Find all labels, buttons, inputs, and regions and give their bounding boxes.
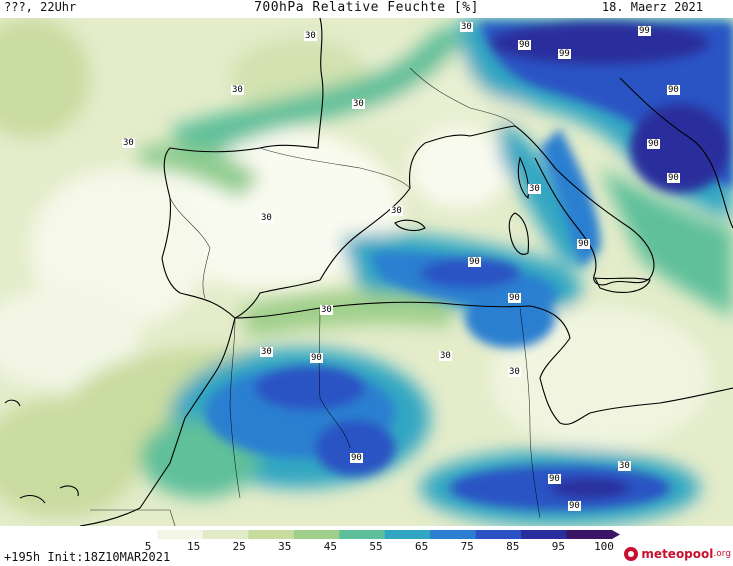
contour-label: 30 xyxy=(320,305,333,315)
colorbar-segment xyxy=(157,530,204,539)
run-label: ???, 22Uhr xyxy=(4,0,77,14)
colorbar-tick-label: 25 xyxy=(232,540,246,553)
brand-suffix: .org xyxy=(713,549,731,559)
contour-label: 30 xyxy=(304,31,317,41)
map-canvas xyxy=(0,18,733,526)
colorbar-segment xyxy=(293,530,340,539)
colorbar-segment xyxy=(202,530,249,539)
colorbar-segment xyxy=(248,530,295,539)
contour-label: 30 xyxy=(231,85,244,95)
colorbar-segment xyxy=(566,530,613,539)
header: ???, 22Uhr 700hPa Relative Feuchte [%] 1… xyxy=(0,0,733,18)
contour-label: 30 xyxy=(439,351,452,361)
contour-label: 90 xyxy=(350,453,363,463)
contour-label: 90 xyxy=(667,173,680,183)
contour-label: 90 xyxy=(548,474,561,484)
country-borders xyxy=(90,67,541,526)
colorbar-tick-label: 100 xyxy=(594,540,614,553)
humidity-map: 30 30 30 30 30 30 30 30 30 30 30 30 30 9… xyxy=(0,18,733,526)
contour-label: 90 xyxy=(310,353,323,363)
colorbar-segment xyxy=(384,530,431,539)
contour-label: 30 xyxy=(528,184,541,194)
colorbar-segment xyxy=(475,530,522,539)
globe-icon xyxy=(624,547,639,561)
contour-label: 30 xyxy=(352,99,365,109)
contour-label: 90 xyxy=(468,257,481,267)
map-title: 700hPa Relative Feuchte [%] xyxy=(254,0,479,15)
colorbar-tick-label: 55 xyxy=(369,540,383,553)
contour-label: 30 xyxy=(260,213,273,223)
contour-label: 99 xyxy=(558,49,571,59)
contour-label: 99 xyxy=(638,26,651,36)
colorbar-tick-label: 75 xyxy=(460,540,474,553)
contour-label: 30 xyxy=(390,206,403,216)
contour-label: 30 xyxy=(260,347,273,357)
legend: 5 15 25 35 45 55 65 75 85 95 100 +195h Init:18Z10M… xyxy=(0,526,733,566)
contour-label: 90 xyxy=(647,139,660,149)
colorbar xyxy=(112,530,620,539)
colorbar-tick-label: 35 xyxy=(278,540,292,553)
valid-date: 18. Maerz 2021 xyxy=(601,0,703,14)
colorbar-segment xyxy=(339,530,386,539)
brand-logo[interactable]: meteopool .org xyxy=(624,547,731,561)
colorbar-segment xyxy=(112,530,158,539)
contour-label: 90 xyxy=(667,85,680,95)
contour-label: 30 xyxy=(122,138,135,148)
contour-label: 30 xyxy=(508,367,521,377)
contour-label: 90 xyxy=(568,501,581,511)
colorbar-segment xyxy=(430,530,477,539)
brand-name: meteopool xyxy=(641,547,714,561)
colorbar-tick-label: 5 xyxy=(144,540,152,553)
contour-label: 90 xyxy=(508,293,521,303)
colorbar-tick-label: 85 xyxy=(506,540,520,553)
colorbar-segment xyxy=(521,530,568,539)
colorbar-tick-label: 15 xyxy=(186,540,201,553)
contour-label: 30 xyxy=(460,22,473,32)
colorbar-tick-label: 95 xyxy=(551,540,566,553)
init-label: +195h Init:18Z10MAR2021 xyxy=(4,550,171,564)
colorbar-tick-label: 45 xyxy=(323,540,338,553)
colorbar-tick-label: 65 xyxy=(414,540,429,553)
contour-label: 30 xyxy=(618,461,631,471)
contour-label: 90 xyxy=(518,40,531,50)
contour-label: 90 xyxy=(577,239,590,249)
